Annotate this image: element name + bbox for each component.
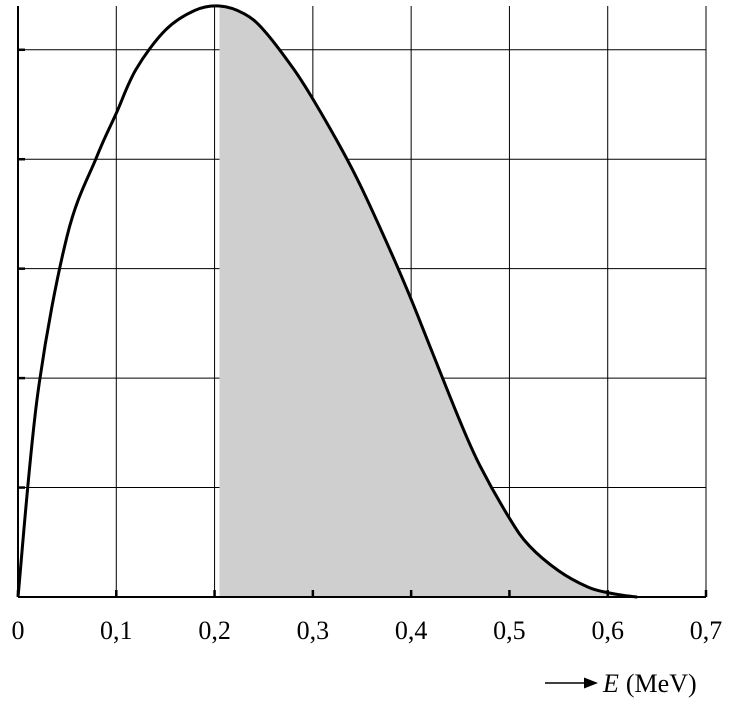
x-tick-label-6: 0,6: [591, 616, 624, 645]
axis-arrow-head: [584, 677, 598, 689]
spectrum-curve: [16, 4, 638, 599]
axes: [16, 6, 708, 598]
shaded-area: [219, 6, 638, 597]
x-tick-label-2: 0,2: [198, 616, 231, 645]
x-axis-title: E (MeV): [545, 669, 697, 698]
x-axis-label: E (MeV): [602, 669, 697, 698]
x-tick-label-0: 0: [12, 616, 25, 645]
x-tick-label-3: 0,3: [297, 616, 330, 645]
x-tick-label-7: 0,7: [690, 616, 723, 645]
x-tick-labels: 0 0,1 0,2 0,3 0,4 0,5 0,6 0,7: [12, 616, 723, 645]
x-axis-unit: (MeV): [626, 669, 697, 698]
x-axis-symbol: E: [602, 669, 619, 698]
x-tick-label-5: 0,5: [493, 616, 526, 645]
x-tick-label-4: 0,4: [395, 616, 428, 645]
x-tick-label-1: 0,1: [100, 616, 133, 645]
